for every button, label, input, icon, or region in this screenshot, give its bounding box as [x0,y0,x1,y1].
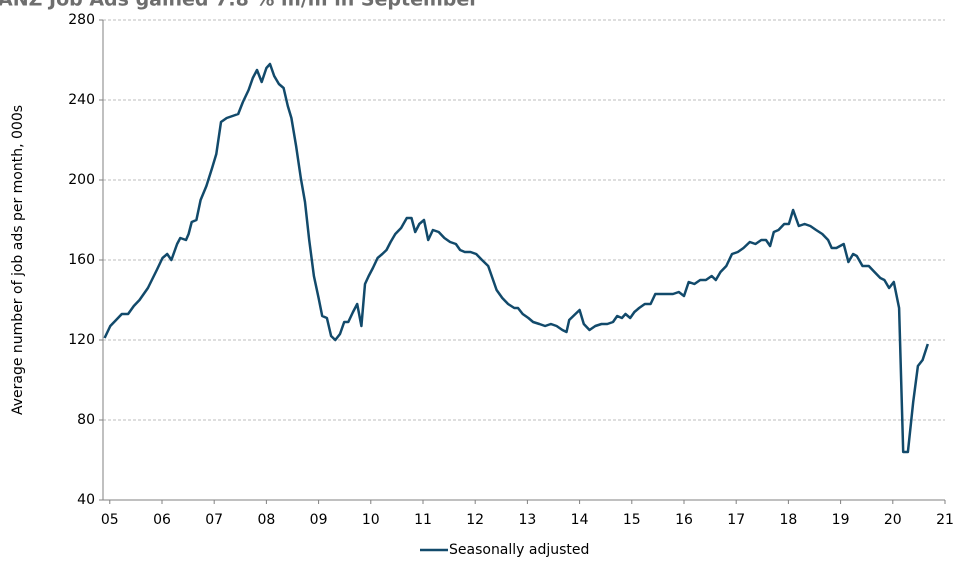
x-tick-label: 06 [153,512,171,528]
x-tick-label: 16 [675,512,693,528]
data-line [103,62,929,454]
x-tick-label: 14 [571,512,589,528]
x-tick-label: 10 [362,512,380,528]
x-tick-label: 15 [623,512,641,528]
x-tick-label: 21 [936,512,954,528]
x-tick-label: 09 [310,512,328,528]
y-tick-label: 200 [68,172,95,188]
chart-title: ANZ Job Ads gained 7.8 % m/m in Septembe… [0,0,479,11]
x-tick-label: 19 [832,512,850,528]
x-tick-label: 13 [518,512,536,528]
x-tick-label: 17 [727,512,745,528]
x-tick-label: 11 [414,512,432,528]
y-tick-label: 160 [68,252,95,268]
x-tick-label: 08 [257,512,275,528]
y-tick-label: 240 [68,92,95,108]
y-tick-label: 120 [68,332,95,348]
x-tick-label: 18 [779,512,797,528]
x-tick-label: 12 [466,512,484,528]
x-tick-label: 05 [101,512,119,528]
y-tick-label: 40 [77,492,95,508]
y-tick-label: 80 [77,412,95,428]
y-axis-label: Average number of job ads per month, 000… [10,105,26,415]
x-tick-label: 07 [205,512,223,528]
y-tick-label: 280 [68,12,95,28]
legend-label: Seasonally adjusted [449,542,589,558]
x-tick-label: 20 [884,512,902,528]
